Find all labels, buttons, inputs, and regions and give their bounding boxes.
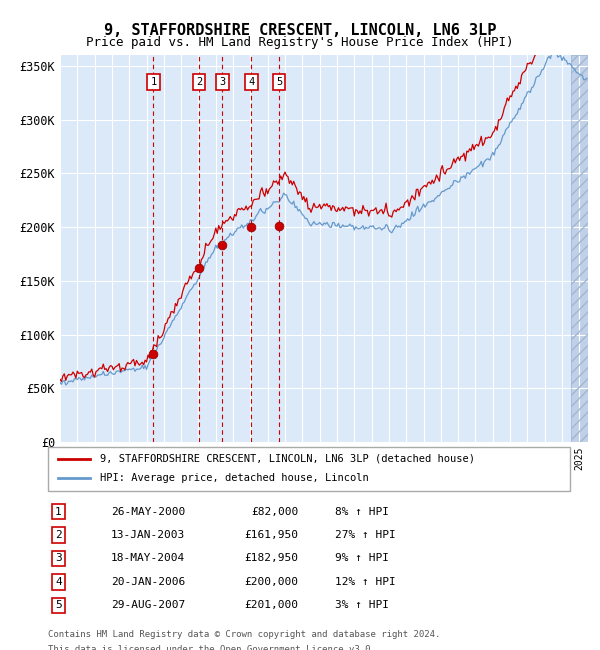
FancyBboxPatch shape (48, 447, 570, 491)
Text: 9, STAFFORDSHIRE CRESCENT, LINCOLN, LN6 3LP: 9, STAFFORDSHIRE CRESCENT, LINCOLN, LN6 … (104, 23, 496, 38)
Text: 1: 1 (151, 77, 157, 87)
Bar (571, 55, 588, 442)
Text: £161,950: £161,950 (245, 530, 299, 540)
Point (149, 348, 158, 359)
Text: 4: 4 (248, 77, 254, 87)
Text: 2: 2 (196, 77, 202, 87)
Text: £201,000: £201,000 (245, 601, 299, 610)
Text: 1: 1 (55, 506, 62, 517)
Text: 3: 3 (219, 77, 226, 87)
Text: Price paid vs. HM Land Registry's House Price Index (HPI): Price paid vs. HM Land Registry's House … (86, 36, 514, 49)
Text: £182,950: £182,950 (245, 553, 299, 564)
Text: 12% ↑ HPI: 12% ↑ HPI (335, 577, 396, 587)
Text: This data is licensed under the Open Government Licence v3.0.: This data is licensed under the Open Gov… (48, 645, 376, 650)
Text: 5: 5 (55, 601, 62, 610)
Text: 5: 5 (276, 77, 282, 87)
Text: £200,000: £200,000 (245, 577, 299, 587)
Text: 2: 2 (55, 530, 62, 540)
Text: 9% ↑ HPI: 9% ↑ HPI (335, 553, 389, 564)
Text: 3: 3 (55, 553, 62, 564)
Point (274, 221, 284, 231)
Bar (571, 55, 588, 442)
Point (247, 222, 256, 232)
Text: 27% ↑ HPI: 27% ↑ HPI (335, 530, 396, 540)
Text: £82,000: £82,000 (251, 506, 299, 517)
Text: Contains HM Land Registry data © Crown copyright and database right 2024.: Contains HM Land Registry data © Crown c… (48, 630, 440, 639)
Text: 9, STAFFORDSHIRE CRESCENT, LINCOLN, LN6 3LP (detached house): 9, STAFFORDSHIRE CRESCENT, LINCOLN, LN6 … (100, 454, 475, 464)
Text: 20-JAN-2006: 20-JAN-2006 (110, 577, 185, 587)
Point (218, 240, 227, 251)
Text: HPI: Average price, detached house, Lincoln: HPI: Average price, detached house, Linc… (100, 473, 369, 484)
Text: 26-MAY-2000: 26-MAY-2000 (110, 506, 185, 517)
Text: 4: 4 (55, 577, 62, 587)
Text: 29-AUG-2007: 29-AUG-2007 (110, 601, 185, 610)
Point (194, 263, 204, 273)
Text: 3% ↑ HPI: 3% ↑ HPI (335, 601, 389, 610)
Text: 8% ↑ HPI: 8% ↑ HPI (335, 506, 389, 517)
Text: 13-JAN-2003: 13-JAN-2003 (110, 530, 185, 540)
Text: 18-MAY-2004: 18-MAY-2004 (110, 553, 185, 564)
